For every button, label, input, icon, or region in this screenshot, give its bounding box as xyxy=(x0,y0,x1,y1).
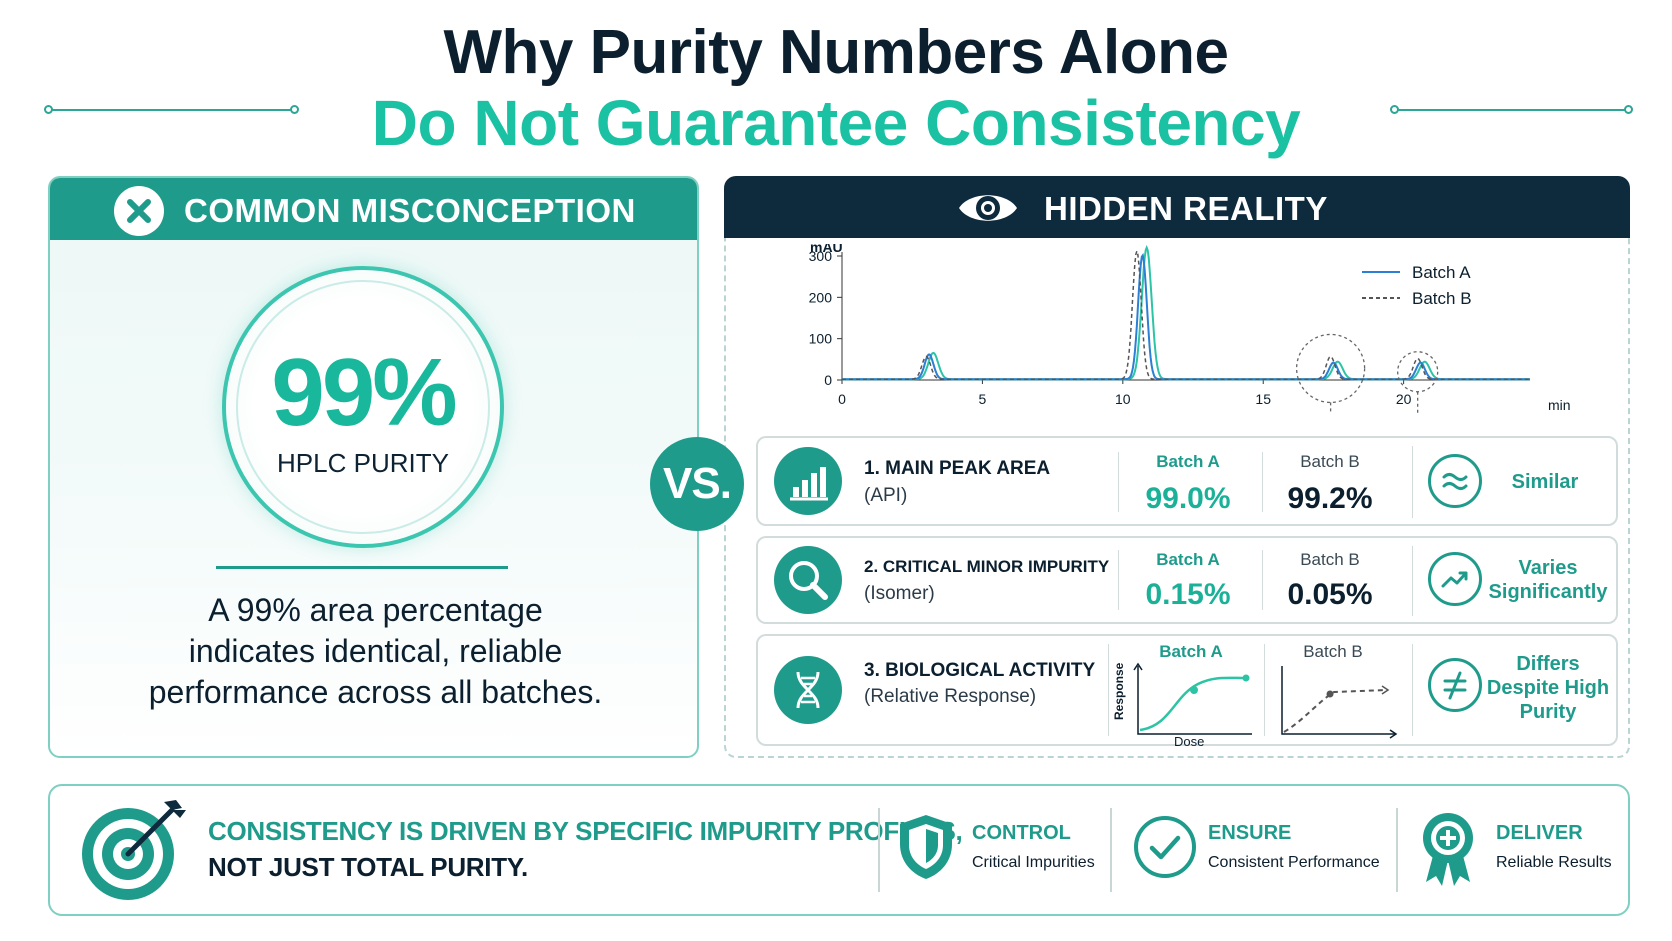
approx-equal-icon xyxy=(1428,454,1482,508)
title-decoration-right xyxy=(1394,109,1628,111)
batch-b-label: Batch B xyxy=(1303,642,1363,661)
row-title: 3. BIOLOGICAL ACTIVITY xyxy=(864,660,1096,681)
control-title: CONTROL xyxy=(972,822,1071,844)
batch-b-value: 0.05% xyxy=(1287,578,1373,611)
batch-b-label: Batch B xyxy=(1300,452,1360,471)
batch-b-value: 99.2% xyxy=(1287,482,1373,515)
x-tick-label: 15 xyxy=(1255,391,1271,407)
y-tick-label: 300 xyxy=(809,248,833,264)
separator xyxy=(1412,446,1413,518)
row-result: Varies Significantly xyxy=(1486,556,1610,604)
chromatogram-chart: mAU min 0 100 200 300 0 5 10 15 20 Batch A Batch B xyxy=(809,244,1571,414)
eye-icon xyxy=(956,187,1020,234)
row-result: Differs Despite High Purity xyxy=(1480,652,1616,724)
vs-badge: VS. xyxy=(650,437,744,531)
conclusion-line1: CONSISTENCY IS DRIVEN BY SPECIFIC IMPURI… xyxy=(208,816,963,846)
conclusion-line2: NOT JUST TOTAL PURITY. xyxy=(208,852,528,882)
mini-ylabel-text: Response xyxy=(1112,662,1126,720)
y-tick-label: 0 xyxy=(824,372,832,388)
x-tick-label: 20 xyxy=(1396,391,1412,407)
y-tick-label: 100 xyxy=(809,331,833,347)
ensure-subtitle: Consistent Performance xyxy=(1208,854,1380,871)
batch-b-label: Batch B xyxy=(1300,550,1360,569)
separator xyxy=(1262,452,1263,512)
legend-label: Batch A xyxy=(1412,263,1471,282)
title-decoration-dot xyxy=(44,105,53,114)
row-result: Similar xyxy=(1511,471,1579,493)
x-circle-icon xyxy=(114,186,164,236)
misconception-statement: A 99% area percentage indicates identica… xyxy=(100,590,651,713)
row-subtitle: (Relative Response) xyxy=(864,686,1037,707)
control-subtitle: Critical Impurities xyxy=(972,854,1095,871)
legend-label: Batch B xyxy=(1412,289,1472,308)
impurity-highlight xyxy=(1295,333,1366,404)
row-title: 2. CRITICAL MINOR IMPURITY xyxy=(864,557,1110,576)
result-line: Varies xyxy=(1518,557,1578,579)
separator xyxy=(1262,550,1263,610)
batch-a-label: Batch A xyxy=(1159,642,1223,661)
y-tick-label: 200 xyxy=(809,289,833,305)
dose-response-batch-a xyxy=(1133,662,1252,735)
x-tick-label: 10 xyxy=(1115,391,1131,407)
batch-a-value: 0.15% xyxy=(1145,578,1231,611)
title-decoration-dot xyxy=(1390,105,1399,114)
statement-line: performance across all batches. xyxy=(148,674,603,710)
separator xyxy=(878,808,880,892)
result-line: Differs xyxy=(1516,653,1580,675)
purity-value: 99% xyxy=(271,339,457,446)
batch-a-value: 99.0% xyxy=(1145,482,1231,515)
divider xyxy=(216,566,508,569)
statement-line: A 99% area percentage xyxy=(208,592,543,628)
x-tick-label: 5 xyxy=(979,391,987,407)
title-decoration-left xyxy=(48,109,294,111)
batch-a-label: Batch A xyxy=(1156,550,1220,569)
mini-ylabel: Response xyxy=(1110,662,1134,720)
reality-header-text: HIDDEN REALITY xyxy=(1044,190,1328,227)
dna-icon xyxy=(774,656,842,724)
ensure-title: ENSURE xyxy=(1208,822,1292,844)
trend-up-icon xyxy=(1428,552,1482,606)
conclusion-panel xyxy=(48,784,1630,916)
mini-xlabel: Dose xyxy=(1174,734,1205,749)
x-tick-label: 0 xyxy=(838,391,846,407)
separator xyxy=(1118,550,1119,610)
shield-icon xyxy=(896,812,956,887)
separator xyxy=(1110,808,1112,892)
separator xyxy=(1412,644,1413,736)
separator xyxy=(1108,644,1109,736)
deliver-subtitle: Reliable Results xyxy=(1496,854,1612,871)
row-title: 1. MAIN PEAK AREA xyxy=(864,458,1051,479)
reality-header xyxy=(724,176,1630,238)
separator xyxy=(1264,644,1265,736)
separator xyxy=(1412,546,1413,616)
page-title-line2: Do Not Guarantee Consistency xyxy=(371,87,1301,159)
purity-ring-inner xyxy=(236,280,490,534)
title-decoration-dot xyxy=(1624,105,1633,114)
deliver-title: DELIVER xyxy=(1496,822,1583,844)
check-circle-icon xyxy=(1132,814,1198,885)
misconception-header-text: COMMON MISCONCEPTION xyxy=(184,192,636,229)
separator xyxy=(1396,808,1398,892)
page-title-line1: Why Purity Numbers Alone xyxy=(443,18,1229,87)
title-decoration-dot xyxy=(290,105,299,114)
target-arrow-icon xyxy=(76,792,190,911)
magnifier-icon xyxy=(774,546,842,614)
bar-chart-icon xyxy=(774,447,842,515)
statement-line: indicates identical, reliable xyxy=(188,633,563,669)
award-ribbon-icon xyxy=(1418,808,1478,893)
not-equal-icon xyxy=(1428,658,1482,712)
x-axis-title: min xyxy=(1548,397,1571,413)
misconception-panel: COMMON MISCONCEPTION 99% HPLC PURITY A 9… xyxy=(48,176,699,758)
row-subtitle: (Isomer) xyxy=(864,583,935,604)
separator xyxy=(1118,452,1119,512)
dose-response-batch-b xyxy=(1281,666,1398,739)
batch-a-label: Batch A xyxy=(1156,452,1220,471)
result-line: Significantly xyxy=(1488,581,1608,603)
result-line: Despite High xyxy=(1486,677,1610,699)
y-axis-title: mAU xyxy=(810,244,843,255)
purity-label: HPLC PURITY xyxy=(277,448,449,478)
row-subtitle: (API) xyxy=(864,485,908,506)
series-batch-b-line xyxy=(842,248,1530,380)
result-line: Purity xyxy=(1519,701,1577,723)
